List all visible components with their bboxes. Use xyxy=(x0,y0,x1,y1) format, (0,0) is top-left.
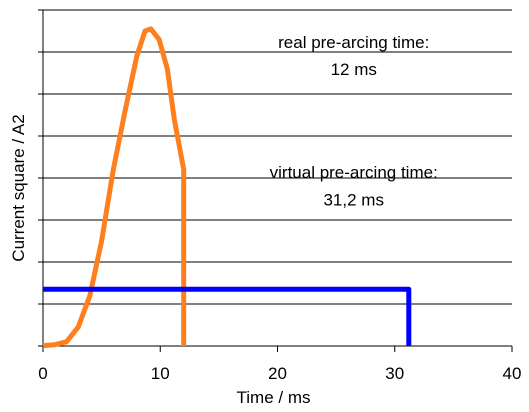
annotation-1-line-2: 12 ms xyxy=(331,60,377,79)
annotation-2-line-1: virtual pre-arcing time: xyxy=(270,163,438,182)
annotations: real pre-arcing time: 12 ms virtual pre-ar… xyxy=(270,33,438,210)
x-tick-label: 10 xyxy=(151,364,170,383)
x-tick-label: 30 xyxy=(385,364,404,383)
series-line-2 xyxy=(43,286,412,346)
x-tick-label: 20 xyxy=(268,364,287,383)
y-axis-title: Current square / A2 xyxy=(9,114,28,261)
x-axis-title: Time / ms xyxy=(237,388,311,407)
annotation-1-line-1: real pre-arcing time: xyxy=(278,33,429,52)
x-tick-labels: 0 10 20 30 40 xyxy=(38,364,521,383)
series-line-1 xyxy=(42,26,187,349)
series-group xyxy=(42,26,412,349)
annotation-2-line-2: 31,2 ms xyxy=(323,190,383,209)
x-tick-label: 40 xyxy=(503,364,522,383)
x-tick-label: 0 xyxy=(38,364,47,383)
